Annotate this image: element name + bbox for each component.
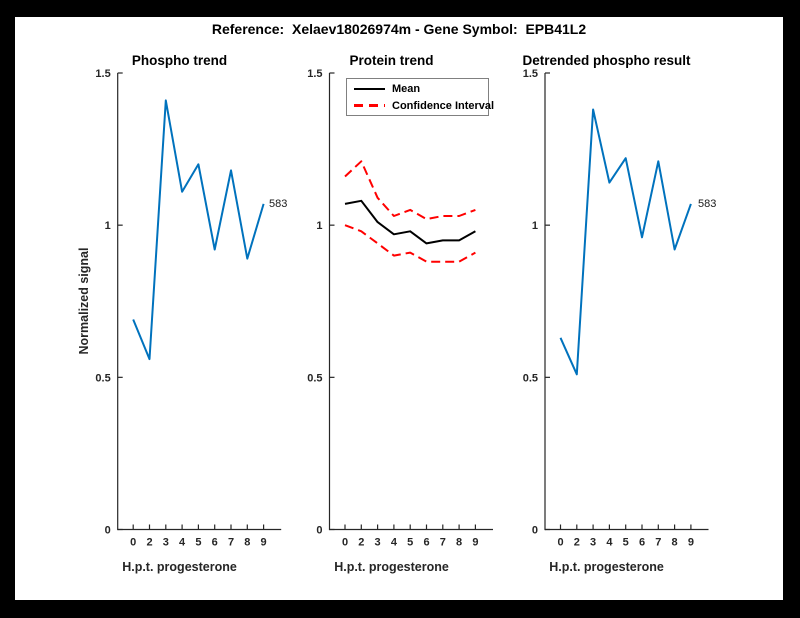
y-tick-label: 1.5 <box>523 68 538 80</box>
x-axis-label-2: H.p.t. progesterone <box>334 560 449 574</box>
x-tick-label: 4 <box>391 537 398 549</box>
y-tick-label: 1 <box>316 220 322 232</box>
mean-line-icon <box>354 87 385 90</box>
legend-item-mean: Mean <box>354 80 488 97</box>
x-tick-label: 8 <box>244 537 250 549</box>
x-tick-label: 4 <box>179 537 186 549</box>
x-tick-label: 0 <box>342 537 348 549</box>
dashed-line-icon <box>354 104 385 107</box>
x-tick-label: 9 <box>688 537 694 549</box>
confidence-upper-line <box>344 160 476 221</box>
x-tick-label: 2 <box>146 537 152 549</box>
datapoint-label-583: 583 <box>269 198 288 210</box>
legend-box: Mean Confidence Interval <box>346 78 494 116</box>
x-tick-label: 8 <box>672 537 678 549</box>
x-tick-label: 3 <box>375 537 381 549</box>
x-tick-label: 4 <box>606 537 613 549</box>
y-tick-label: 0 <box>532 525 538 537</box>
y-tick-label: 0 <box>105 525 111 537</box>
y-tick-label: 0.5 <box>95 372 110 384</box>
x-tick-label: 7 <box>440 537 446 549</box>
confidence-lower-line <box>344 224 476 263</box>
mean-line <box>344 199 476 245</box>
x-tick-label: 3 <box>163 537 169 549</box>
x-tick-label: 7 <box>228 537 234 549</box>
x-axis-label-1: H.p.t. progesterone <box>122 560 237 574</box>
x-tick-label: 5 <box>195 537 201 549</box>
y-tick-label: 1 <box>105 220 111 232</box>
y-tick-label: 1.5 <box>95 68 110 80</box>
x-axis-label-3: H.p.t. progesterone <box>549 560 664 574</box>
subplot-title-detrended: Detrended phospho result <box>522 53 691 68</box>
x-tick-label: 0 <box>557 537 563 549</box>
x-tick-label: 6 <box>212 537 218 549</box>
subplot-0: 00.511.50 2 3 4 5 6 7 8 9 <box>95 68 282 549</box>
x-tick-label: 2 <box>358 537 364 549</box>
y-tick-label: 1 <box>532 220 538 232</box>
x-tick-label: 3 <box>590 537 596 549</box>
y-tick-label: 0 <box>316 525 322 537</box>
x-tick-label: 9 <box>261 537 267 549</box>
x-tick-label: 2 <box>574 537 580 549</box>
subplot-title-protein: Protein trend <box>349 53 434 68</box>
subplot-title-phospho: Phospho trend <box>131 53 228 68</box>
subplot-2: 00.511.50 2 3 4 5 6 7 8 9 <box>523 68 709 549</box>
subplot-1: 00.511.50 2 3 4 5 6 7 8 9 <box>307 68 493 549</box>
y-tick-label: 1.5 <box>307 68 322 80</box>
x-tick-label: 0 <box>130 537 136 549</box>
legend-item-confidence-interval: Confidence Interval <box>354 97 494 114</box>
x-tick-label: 9 <box>472 537 478 549</box>
phospho-signal-line <box>132 99 265 361</box>
figure-title: Reference: Xelaev18026974m - Gene Symbol… <box>211 21 587 37</box>
x-tick-label: 6 <box>423 537 429 549</box>
x-tick-label: 5 <box>407 537 413 549</box>
y-tick-label: 0.5 <box>523 372 538 384</box>
x-tick-label: 8 <box>456 537 462 549</box>
datapoint-label-583: 583 <box>698 198 717 210</box>
x-tick-label: 6 <box>639 537 645 549</box>
plots-canvas: 00.511.50 2 3 4 5 6 7 8 900.511.50 2 3 4 5 6 7 8 900.511… <box>95 68 709 549</box>
detrended-phospho-line <box>559 108 692 376</box>
x-tick-label: 5 <box>623 537 629 549</box>
figure-page: Reference: Xelaev18026974m - Gene Symbol… <box>15 17 783 600</box>
x-tick-label: 7 <box>655 537 661 549</box>
y-tick-label: 0.5 <box>307 372 322 384</box>
